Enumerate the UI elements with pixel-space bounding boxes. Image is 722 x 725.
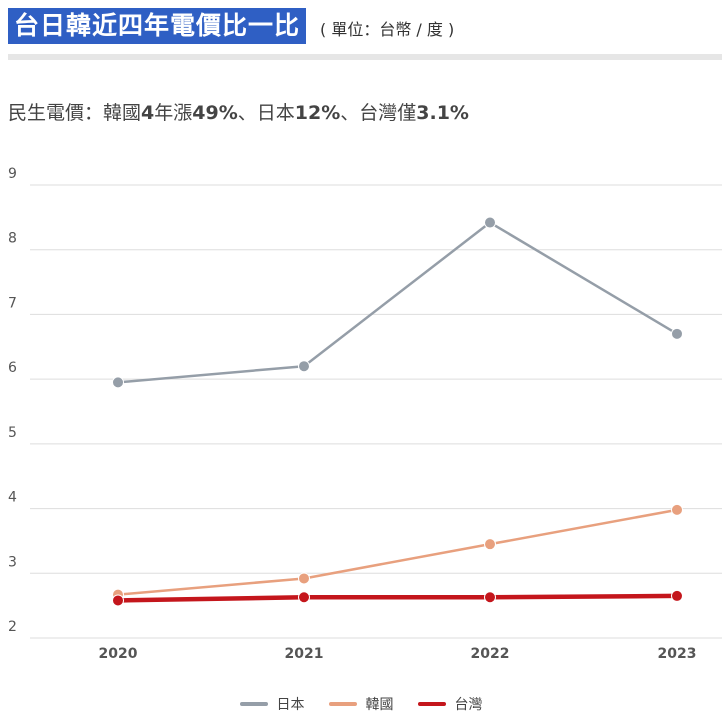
divider [8,54,722,60]
x-tick-label: 2021 [285,646,324,662]
y-tick-label: 3 [8,554,17,570]
y-tick-label: 6 [8,360,17,376]
unit-label: ( 單位：台幣 / 度 ) [320,20,455,39]
series-line-1 [117,508,678,596]
x-tick-label: 2020 [99,646,138,662]
y-tick-label: 5 [8,425,17,441]
subtitle-jp-pct: 12% [294,102,341,124]
legend-swatch [239,702,268,706]
x-tick-label: 2023 [658,646,697,662]
legend-item-2: 台灣 [417,694,483,714]
legend-label: 台灣 [454,697,483,713]
series-1-point-2023 [671,503,683,516]
series-1-point-2022 [484,538,496,551]
line-chart: 2 3 4 5 6 7 8 9 2020 2021 2022 2023 [8,166,722,662]
x-tick-label: 2022 [471,646,510,662]
series-2-point-2022 [484,591,496,604]
series-2-point-2020 [112,594,124,607]
legend-swatch [417,702,446,706]
legend-label: 日本 [276,697,305,713]
legend-item-1: 韓國 [328,694,394,714]
series-line-0 [117,221,678,384]
subtitle-sep2: 、台灣僅 [340,102,417,124]
subtitle-kr-years: 4 [141,102,155,124]
series-line-2 [117,593,678,603]
y-tick-label: 8 [8,231,17,247]
header: 台日韓近四年電價比一比 ( 單位：台幣 / 度 ) [8,7,454,45]
chart-title: 台日韓近四年電價比一比 [8,8,307,44]
series-0-point-2020 [112,376,124,389]
y-tick-label: 7 [8,295,17,311]
y-tick-label: 4 [8,490,17,506]
series-1-point-2021 [298,572,310,585]
subtitle-kr-pct: 49% [192,102,238,124]
series-2-point-2023 [671,589,683,602]
series-0-point-2021 [298,360,310,373]
subtitle-prefix: 民生電價：韓國 [8,102,142,124]
series-2-point-2021 [298,591,310,604]
series-0-point-2022 [484,216,496,229]
series-0-point-2023 [671,327,683,340]
legend-item-0: 日本 [239,694,305,714]
legend: 日本 韓國 台灣 [0,694,722,714]
subtitle-sep1: 、日本 [237,102,295,124]
y-tick-label: 2 [8,619,17,635]
subtitle-tw-pct: 3.1% [416,102,469,124]
y-tick-label: 9 [8,166,17,182]
legend-swatch [328,702,357,706]
subtitle-year-word: 年漲 [154,102,193,124]
chart-subtitle: 民生電價：韓國4年漲49%、日本12%、台灣僅3.1% [8,98,469,125]
legend-label: 韓國 [365,697,394,713]
